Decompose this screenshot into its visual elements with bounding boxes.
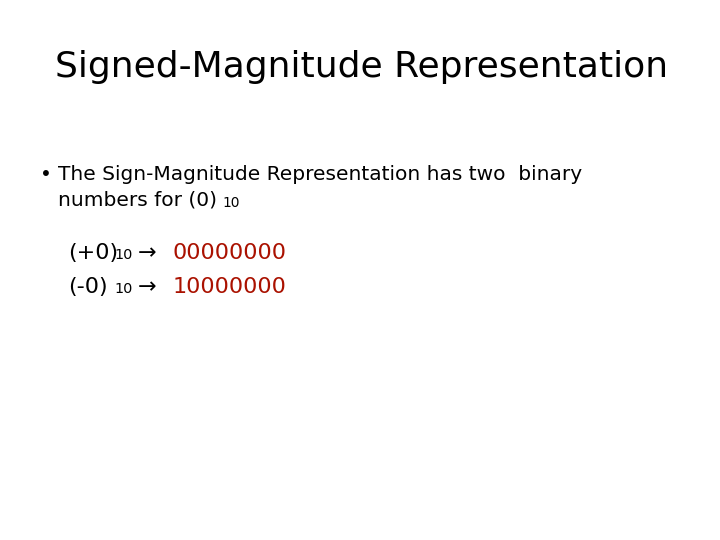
Text: 10: 10: [222, 196, 240, 210]
Text: →: →: [138, 243, 157, 263]
Text: (-0): (-0): [68, 277, 107, 297]
Text: 10: 10: [114, 282, 132, 296]
Text: →: →: [138, 277, 157, 297]
Text: 10000000: 10000000: [173, 277, 287, 297]
Text: 00000000: 00000000: [173, 243, 287, 263]
Text: (+0): (+0): [68, 243, 118, 263]
Text: Signed-Magnitude Representation: Signed-Magnitude Representation: [55, 50, 668, 84]
Text: numbers for (0): numbers for (0): [58, 191, 217, 210]
Text: 10: 10: [114, 248, 132, 262]
Text: The Sign-Magnitude Representation has two  binary: The Sign-Magnitude Representation has tw…: [58, 165, 582, 184]
Text: •: •: [40, 165, 52, 184]
